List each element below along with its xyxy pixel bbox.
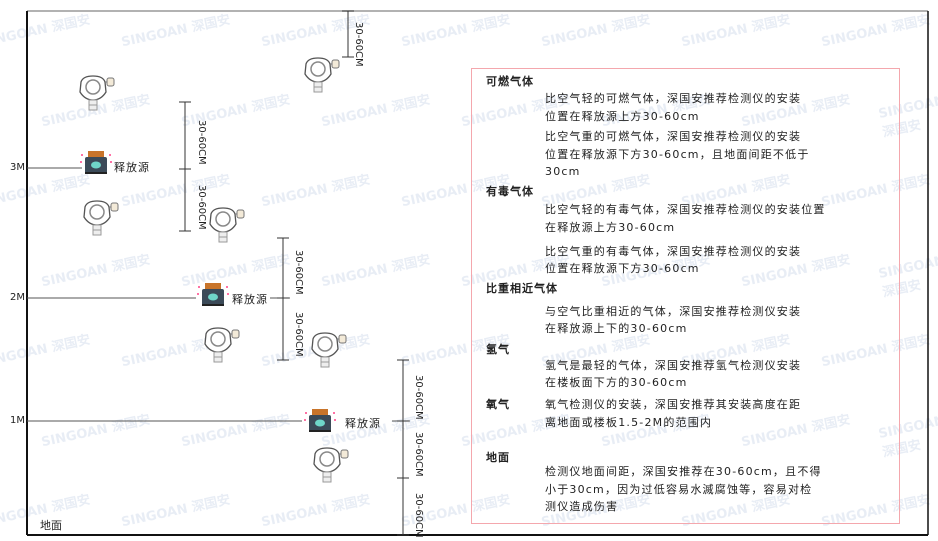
note-heading: 氧气 (486, 398, 510, 411)
note-line: 测仪造成伤害 (545, 500, 619, 513)
note-heading: 可燃气体 (486, 75, 534, 88)
dimension-line (397, 477, 409, 536)
release-source-icon (197, 283, 229, 306)
dimension-label: 30-60CM (413, 375, 424, 420)
dimension-label: 30-60CM (196, 120, 207, 165)
note-line: 位置在释放源下方30-60cm (545, 262, 700, 275)
note-heading: 比重相近气体 (486, 282, 558, 295)
note-heading: 氢气 (486, 343, 510, 356)
dimension-line (179, 168, 191, 232)
dimension-line (397, 359, 409, 422)
gas-detector-icon (313, 447, 349, 483)
note-line: 比空气重的有毒气体，深国安推荐检测仪的安装 (545, 245, 802, 258)
note-line: 比空气轻的有毒气体，深国安推荐检测仪的安装位置 (545, 203, 826, 216)
ground-label: 地面 (40, 519, 62, 532)
note-heading: 有毒气体 (486, 185, 534, 198)
note-line: 氢气是最轻的气体，深国安推荐氢气检测仪安装 (545, 359, 802, 372)
note-line: 检测仪地面间距，深国安推荐在30-60cm，且不得 (545, 465, 822, 478)
dimension-line (179, 101, 191, 170)
source-label: 释放源 (345, 417, 381, 430)
note-line: 30cm (545, 165, 581, 178)
gas-detector-icon (209, 207, 245, 243)
source-label: 释放源 (232, 293, 268, 306)
note-line: 小于30cm，因为过低容易水滅腐蚀等，容易对检 (545, 483, 813, 496)
note-line: 比空气重的可燃气体，深国安推荐检测仪的安装 (545, 130, 802, 143)
gas-detector-icon (311, 332, 347, 368)
dimension-line (342, 10, 354, 58)
dimension-label: 30-60CM (413, 432, 424, 477)
note-line: 在释放源上方30-60cm (545, 221, 676, 234)
note-line: 位置在释放源下方30-60cm，且地面间距不低于 (545, 148, 810, 161)
dimension-line (277, 237, 289, 299)
note-heading: 地面 (486, 451, 510, 464)
dimension-line (397, 420, 409, 479)
note-line: 氧气检测仪的安装，深国安推荐其安装高度在距 (545, 398, 802, 411)
note-line: 与空气比重相近的气体，深国安推荐检测仪安装 (545, 305, 802, 318)
dimension-label: 30-60CM (413, 493, 424, 538)
dimension-label: 30-60CM (196, 185, 207, 230)
level-1m-label: 1M (10, 415, 25, 426)
gas-detector-icon (79, 75, 115, 111)
gas-detector-icon (304, 57, 340, 93)
note-line: 位置在释放源上方30-60cm (545, 110, 700, 123)
dimension-label: 30-60CM (293, 312, 304, 357)
notes-box (471, 68, 900, 524)
gas-detector-icon (83, 200, 119, 236)
note-line: 在楼板面下方的30-60cm (545, 376, 688, 389)
dimension-line (277, 297, 289, 361)
note-line: 比空气轻的可燃气体，深国安推荐检测仪的安装 (545, 92, 802, 105)
note-line: 离地面或楼板1.5-2M的范围内 (545, 416, 713, 429)
dimension-label: 30-60CM (293, 250, 304, 295)
source-label: 释放源 (114, 161, 150, 174)
dimension-label: 30-60CM (353, 22, 364, 67)
gas-detector-icon (204, 327, 240, 363)
level-2m-label: 2M (10, 292, 25, 303)
note-line: 在释放源上下的30-60cm (545, 322, 688, 335)
level-3m-label: 3M (10, 162, 25, 173)
release-source-icon (80, 151, 112, 174)
release-source-icon (304, 409, 336, 432)
